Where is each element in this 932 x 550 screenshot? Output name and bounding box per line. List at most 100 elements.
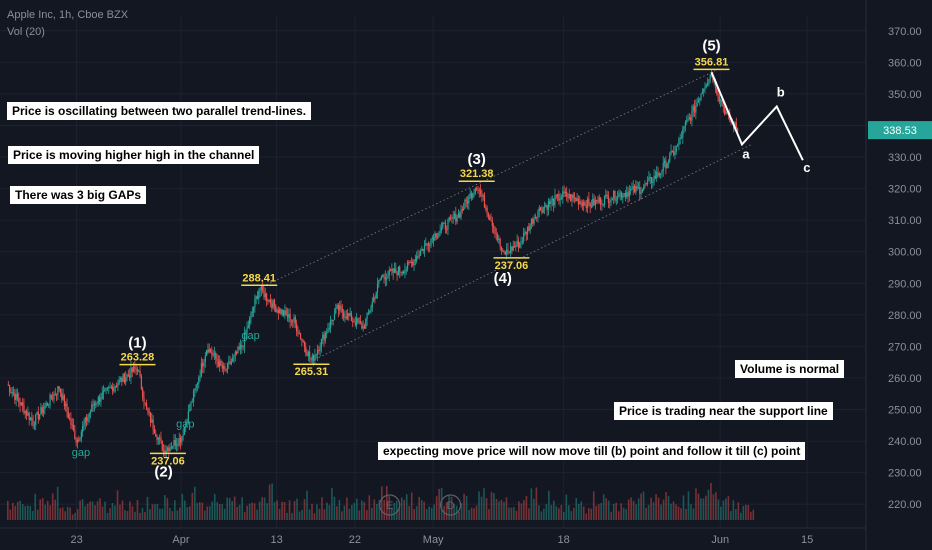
volume-bar	[208, 506, 211, 520]
volume-bar	[44, 504, 46, 520]
candle-body	[459, 213, 461, 218]
candle-body	[318, 350, 320, 352]
volume-bar	[238, 504, 241, 520]
candle-body	[331, 320, 333, 322]
candle-body	[521, 241, 523, 243]
volume-bar	[473, 508, 475, 520]
candle-body	[489, 216, 491, 220]
event-marker-circle[interactable]	[439, 494, 462, 516]
gap-label[interactable]: gap	[72, 447, 90, 459]
volume-bar	[560, 505, 563, 520]
candle-body	[550, 200, 552, 205]
wave-label[interactable]: (4)	[494, 270, 512, 287]
volume-bar	[513, 506, 515, 520]
candle-body	[362, 326, 364, 329]
candle-body	[316, 350, 319, 355]
last-price-badge[interactable]	[868, 121, 932, 140]
wave-label[interactable]: a	[742, 146, 750, 161]
candle-body	[202, 363, 204, 367]
wave-label[interactable]: (3)	[468, 151, 486, 168]
annotation-higher-high[interactable]: Price is moving higher high in the chann…	[8, 146, 260, 164]
candle-body	[646, 180, 649, 184]
candle-body	[610, 199, 612, 202]
price-label[interactable]: 265.31	[295, 366, 329, 378]
candle-body	[519, 242, 521, 248]
volume-bar	[376, 503, 378, 520]
volume-bar	[29, 506, 32, 520]
candle-body	[436, 236, 439, 238]
volume-bar	[637, 498, 640, 520]
abc-correction-path[interactable]	[710, 72, 804, 161]
price-label[interactable]: 356.81	[695, 56, 729, 68]
wave-label[interactable]: c	[803, 160, 810, 175]
candle-body	[585, 205, 587, 209]
gap-label[interactable]: gap	[176, 419, 194, 431]
annotation-near-support[interactable]: Price is trading near the support line	[614, 402, 833, 420]
volume-bar	[186, 507, 189, 520]
price-label[interactable]: 237.06	[151, 455, 185, 467]
candle-body	[195, 384, 197, 389]
volume-bar	[413, 509, 416, 520]
candle-body	[410, 261, 413, 263]
candle-body	[159, 437, 161, 439]
volume-bar	[14, 505, 17, 520]
gap-label[interactable]: gap	[241, 330, 259, 342]
candle-body	[701, 91, 703, 94]
candle-body	[695, 105, 697, 113]
upper-trend-line[interactable]	[259, 69, 717, 289]
wave-label[interactable]: (5)	[702, 37, 720, 54]
candle-body	[721, 100, 723, 106]
volume-bar	[440, 488, 443, 520]
y-tick-label: 270.00	[888, 341, 922, 353]
annotation-three-gaps[interactable]: There was 3 big GAPs	[10, 186, 147, 204]
candle-body	[314, 355, 316, 361]
candle-body	[554, 195, 556, 206]
candle-body	[53, 393, 55, 399]
wave-label[interactable]: (2)	[154, 463, 172, 480]
volume-bar	[647, 504, 650, 520]
candle-body	[393, 268, 396, 274]
candle-body	[83, 423, 85, 427]
wave-label[interactable]: b	[777, 85, 785, 100]
volume-bar	[645, 507, 647, 520]
annotation-volume-normal[interactable]: Volume is normal	[735, 360, 845, 378]
annotation-parallel-trendlines[interactable]: Price is oscillating between two paralle…	[7, 102, 312, 120]
candle-body	[414, 259, 416, 261]
volume-bar	[620, 503, 622, 520]
candle-body	[435, 233, 437, 238]
candle-body	[241, 344, 243, 348]
candle-body	[9, 385, 11, 392]
candle-body	[469, 193, 471, 196]
candle-body	[579, 201, 581, 205]
price-label[interactable]: 237.06	[495, 260, 529, 272]
candle-body	[433, 237, 435, 241]
candle-body	[477, 188, 479, 190]
candle-body	[324, 332, 326, 341]
candle-body	[516, 240, 518, 246]
wave-label[interactable]: (1)	[128, 335, 146, 352]
lower-trend-line[interactable]	[311, 144, 751, 362]
candle-body	[164, 450, 166, 454]
candle-body	[448, 217, 450, 220]
candle-body	[312, 355, 315, 361]
volume-bar	[146, 496, 149, 520]
candle-body	[139, 370, 141, 377]
volume-bar	[605, 498, 607, 520]
candle-body	[511, 246, 513, 251]
volume-bar	[690, 504, 692, 520]
event-marker-circle[interactable]	[379, 494, 401, 516]
volume-bar	[248, 503, 251, 520]
candle-body	[416, 256, 418, 261]
annotation-expectation[interactable]: expecting move price will now move till …	[378, 442, 806, 460]
candle-body	[281, 310, 283, 315]
candle-body	[78, 439, 80, 441]
volume-bar	[505, 497, 508, 520]
price-label[interactable]: 321.38	[460, 168, 494, 180]
candle-body	[149, 412, 152, 423]
price-label[interactable]: 288.41	[242, 272, 276, 284]
event-marker-label: E	[386, 500, 393, 512]
volume-bar	[495, 498, 498, 520]
price-label[interactable]: 263.28	[121, 352, 155, 364]
candle-body	[106, 387, 109, 389]
